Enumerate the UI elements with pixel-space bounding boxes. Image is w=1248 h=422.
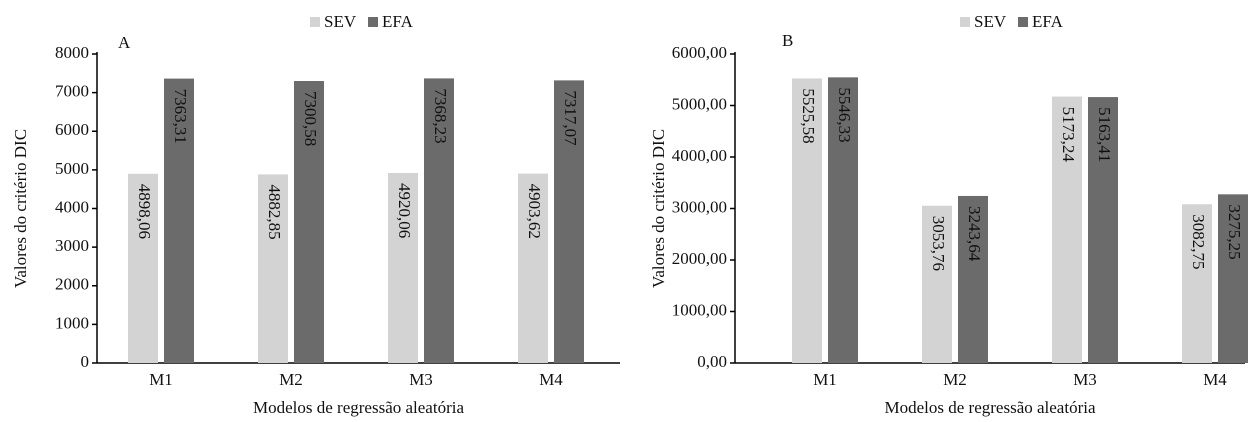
y-tick-label: 1000 [55, 313, 89, 332]
x-tick-label: M4 [539, 370, 563, 389]
y-tick-label: 0 [81, 352, 90, 371]
value-label: 7368,23 [431, 88, 450, 143]
bar [958, 195, 988, 363]
legend-label: EFA [1032, 12, 1064, 31]
x-tick-label: M1 [149, 370, 173, 389]
bar [1218, 194, 1248, 363]
value-label: 4882,85 [265, 184, 284, 239]
panel-label: A [118, 33, 131, 52]
y-tick-label: 2000 [55, 275, 89, 294]
y-tick-label: 7000 [55, 82, 89, 101]
bar [792, 78, 822, 364]
y-axis-title: Valores do critério DIC [649, 129, 668, 288]
bar [1088, 97, 1118, 364]
bar [128, 173, 158, 363]
value-label: 4920,06 [395, 183, 414, 238]
y-tick-label: 5000,00 [672, 94, 727, 113]
value-label: 7300,58 [301, 91, 320, 146]
value-label: 5525,58 [799, 88, 818, 143]
value-label: 3082,75 [1189, 214, 1208, 269]
value-label: 5173,24 [1059, 107, 1078, 163]
bar [828, 77, 858, 363]
y-tick-label: 1000,00 [672, 300, 727, 319]
x-axis-title: Modelos de regressão aleatória [885, 398, 1096, 417]
x-axis-title: Modelos de regressão aleatória [253, 398, 464, 417]
value-label: 7363,31 [171, 89, 190, 144]
x-tick-label: M2 [279, 370, 303, 389]
bar [258, 174, 288, 363]
value-label: 3275,25 [1225, 204, 1244, 259]
bar [1182, 204, 1212, 363]
bar [388, 172, 418, 363]
legend-swatch [960, 17, 970, 27]
y-tick-label: 8000 [55, 43, 89, 62]
x-tick-label: M2 [943, 370, 967, 389]
y-tick-label: 2000,00 [672, 249, 727, 268]
x-tick-label: M1 [813, 370, 837, 389]
legend-label: SEV [324, 12, 357, 31]
value-label: 3243,64 [965, 206, 984, 262]
x-tick-label: M4 [1203, 370, 1227, 389]
value-label: 3053,76 [929, 216, 948, 271]
x-tick-label: M3 [1073, 370, 1097, 389]
value-label: 5163,41 [1095, 107, 1114, 162]
legend-swatch [368, 17, 378, 27]
y-tick-label: 5000 [55, 159, 89, 178]
y-tick-label: 0,00 [697, 352, 727, 371]
panel-label: B [782, 31, 793, 50]
y-axis-title: Valores do critério DIC [11, 129, 30, 288]
y-tick-label: 4000,00 [672, 146, 727, 165]
y-tick-label: 6000,00 [672, 43, 727, 62]
legend-swatch [310, 17, 320, 27]
legend-swatch [1018, 17, 1028, 27]
bar [424, 78, 454, 364]
value-label: 7317,07 [561, 90, 580, 146]
bar [922, 205, 952, 363]
y-tick-label: 3000,00 [672, 197, 727, 216]
y-tick-label: 6000 [55, 120, 89, 139]
bar [518, 173, 548, 363]
x-tick-label: M3 [409, 370, 433, 389]
y-tick-label: 4000 [55, 197, 89, 216]
bar [164, 78, 194, 363]
value-label: 4903,62 [525, 184, 544, 239]
bar [1052, 96, 1082, 364]
y-tick-label: 3000 [55, 236, 89, 255]
value-label: 4898,06 [135, 184, 154, 239]
legend-label: EFA [382, 12, 414, 31]
legend-label: SEV [974, 12, 1007, 31]
bar [554, 80, 584, 363]
value-label: 5546,33 [835, 87, 854, 142]
bar [294, 81, 324, 363]
